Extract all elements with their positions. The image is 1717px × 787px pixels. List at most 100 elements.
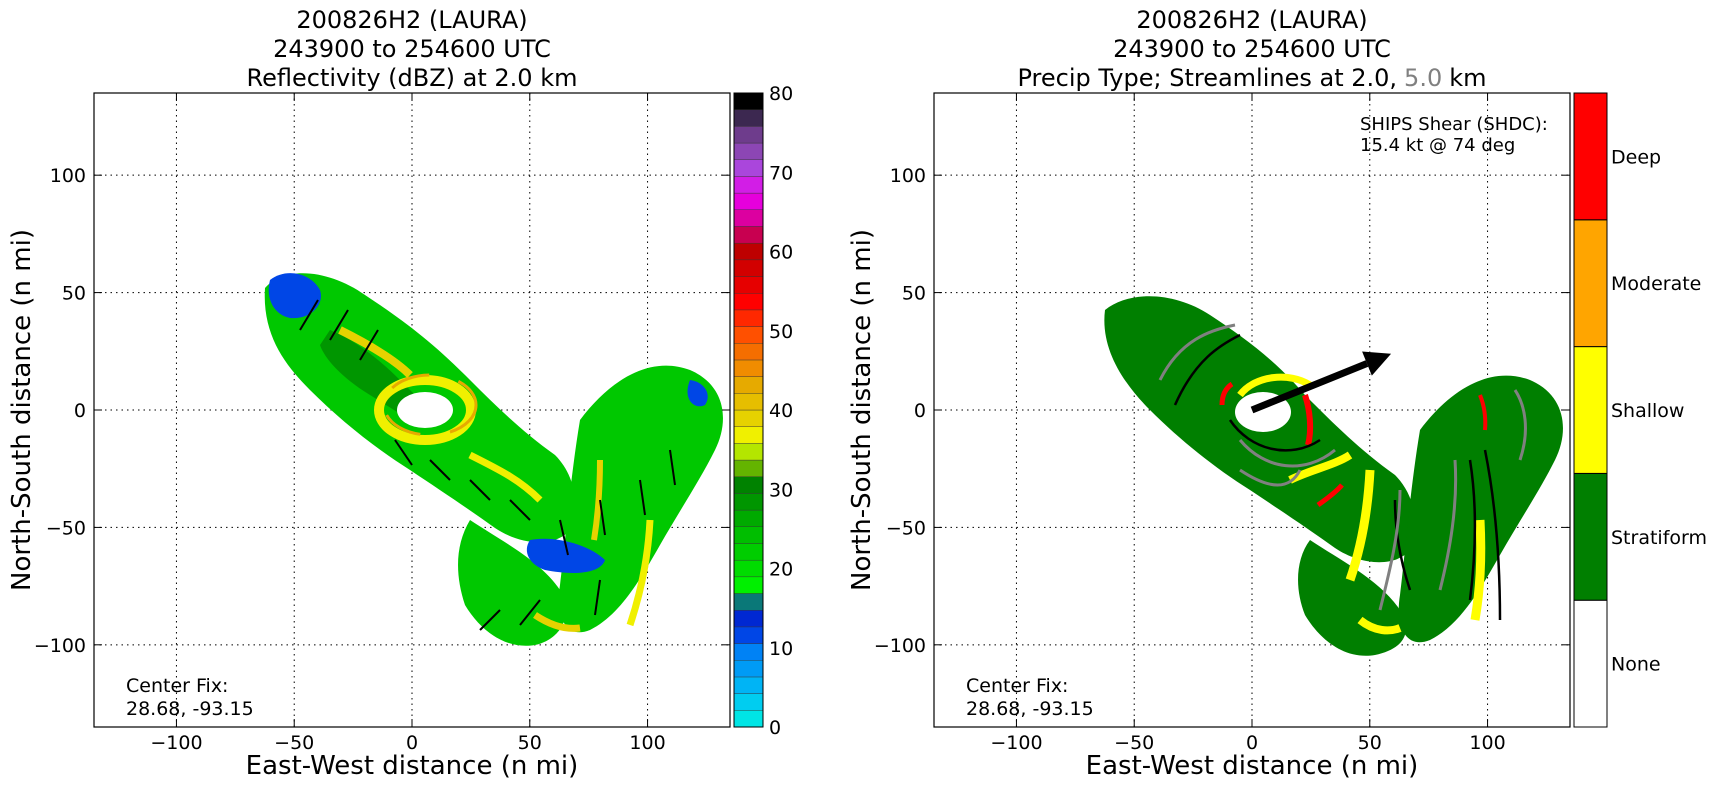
right-title-line-3: Precip Type; Streamlines at 2.0, 5.0 km (1018, 64, 1487, 92)
left-rainband-1 (338, 326, 413, 378)
colorbar-swatch (733, 526, 764, 544)
left-ytick-label: −50 (46, 517, 86, 539)
right-shallow-band-2 (1345, 469, 1375, 582)
colorbar-tick-label: 60 (769, 242, 793, 264)
right-shallow-band-4 (1357, 616, 1402, 635)
precip-category-label: Stratiform (1611, 527, 1707, 549)
right-shallow-band-3 (1470, 519, 1486, 621)
colorbar-swatch (733, 543, 764, 561)
colorbar-tick-label: 30 (769, 479, 793, 501)
colorbar-swatch (733, 393, 764, 411)
right-xtick-label: 100 (1469, 732, 1505, 754)
left-eyewall-ring (374, 375, 476, 445)
colorbar-swatch (733, 293, 764, 311)
left-title-line-1: 200826H2 (LAURA) (296, 6, 527, 34)
left-echo-band-green-dark (320, 330, 426, 422)
colorbar-swatch (733, 559, 764, 578)
left-xtick-label: 100 (629, 732, 665, 754)
left-xlabel: East-West distance (n mi) (246, 751, 579, 781)
colorbar-swatch (733, 459, 764, 477)
colorbar-swatch (733, 660, 764, 678)
right-deep-cells-4 (1478, 394, 1488, 431)
right-deep-cells-3 (1316, 483, 1344, 508)
right-ytick-label: 50 (902, 283, 926, 305)
colorbar-swatch (733, 710, 764, 728)
colorbar-swatch (733, 109, 764, 127)
left-center-fix: Center Fix: 28.68, -93.15 (126, 675, 254, 720)
colorbar-swatch (733, 276, 764, 294)
right-xlabel: East-West distance (n mi) (1086, 751, 1419, 781)
precip-category-label: Deep (1611, 146, 1661, 168)
left-xtick-label: −100 (150, 732, 202, 754)
precip-category-swatch (1573, 599, 1608, 728)
left-panel: 200826H2 (LAURA) 243900 to 254600 UTC Re… (7, 6, 793, 781)
colorbar-swatch (733, 443, 764, 461)
right-title-highlight: 5.0 (1404, 64, 1442, 92)
colorbar-swatch (733, 309, 764, 327)
left-rainband-3 (626, 519, 654, 627)
right-ytick-label: 100 (890, 165, 926, 187)
colorbar-swatch (733, 159, 764, 177)
left-title-line-2: 243900 to 254600 UTC (273, 35, 551, 63)
left-ytick-label: 100 (50, 165, 86, 187)
left-storm-field (264, 273, 723, 646)
right-ylabel: North-South distance (n mi) (847, 229, 877, 591)
colorbar-swatch (733, 409, 764, 427)
right-title-line-2: 243900 to 254600 UTC (1113, 35, 1391, 63)
right-center-fix-line-1: Center Fix: (966, 675, 1068, 697)
right-streamlines-5km (1158, 323, 1527, 611)
precip-category-label: Moderate (1611, 273, 1701, 295)
right-xtick-label: −100 (990, 732, 1042, 754)
right-shear-text: SHIPS Shear (SHDC): 15.4 kt @ 74 deg (1360, 114, 1548, 156)
colorbar-swatch (733, 209, 764, 227)
colorbar-swatch (733, 142, 764, 160)
colorbar-swatch (733, 176, 764, 194)
colorbar-tick-label: 50 (769, 321, 793, 343)
right-xtick-label: 0 (1246, 732, 1258, 754)
shear-arrow-head (1362, 351, 1392, 376)
right-deep-cells-2 (1302, 394, 1314, 446)
left-rainband-5 (533, 612, 581, 632)
colorbar-tick-label: 80 (769, 83, 793, 105)
precip-category-label: Shallow (1611, 400, 1684, 422)
colorbar-swatch (733, 476, 764, 494)
right-center-fix: Center Fix: 28.68, -93.15 (966, 675, 1094, 720)
colorbar-swatch (733, 92, 764, 110)
colorbar-swatch (733, 259, 764, 277)
left-echo-weak-south (526, 538, 605, 573)
right-stratiform-east (1398, 375, 1563, 643)
left-eye (397, 392, 453, 428)
colorbar-swatch (733, 226, 764, 244)
colorbar-swatch (733, 593, 764, 611)
right-ytick-label: 0 (914, 400, 926, 422)
right-title-prefix: Precip Type; Streamlines at 2.0, (1018, 64, 1398, 92)
right-streamlines-2km (1173, 333, 1502, 621)
right-ytick-label: −50 (886, 517, 926, 539)
colorbar-swatch (733, 576, 764, 594)
precip-category-label: None (1611, 654, 1661, 676)
precip-category-swatch (1573, 92, 1608, 221)
colorbar-swatch (733, 126, 764, 144)
left-axis-labels: East-West distance (n mi) North-South di… (7, 229, 578, 781)
colorbar-tick-label: 0 (769, 717, 781, 739)
right-storm-field (1104, 296, 1563, 656)
left-ylabel: North-South distance (n mi) (7, 229, 37, 591)
precip-category-swatch (1573, 472, 1608, 601)
right-xtick-label: 50 (1358, 732, 1382, 754)
left-ytick-label: 0 (74, 400, 86, 422)
colorbar-tick-label: 20 (769, 559, 793, 581)
left-title-line-3: Reflectivity (dBZ) at 2.0 km (247, 64, 578, 92)
colorbar-swatch (733, 626, 764, 644)
right-ticks: −100 −50 0 50 100 −100 −50 0 50 100 (874, 93, 1570, 754)
left-ticks: −100 −50 0 50 100 −100 −50 0 50 100 (34, 93, 730, 754)
colorbar-swatch (733, 426, 764, 444)
right-title: 200826H2 (LAURA) 243900 to 254600 UTC Pr… (1018, 6, 1487, 92)
precip-category-swatch (1573, 346, 1608, 474)
colorbar-tick-label: 70 (769, 162, 793, 184)
left-wind-barbs (299, 299, 676, 631)
right-axis-labels: East-West distance (n mi) North-South di… (847, 229, 1418, 781)
left-ytick-label: −100 (34, 635, 86, 657)
colorbar-swatch (733, 343, 764, 361)
colorbar-swatch (733, 610, 764, 628)
colorbar-swatch (733, 242, 764, 261)
